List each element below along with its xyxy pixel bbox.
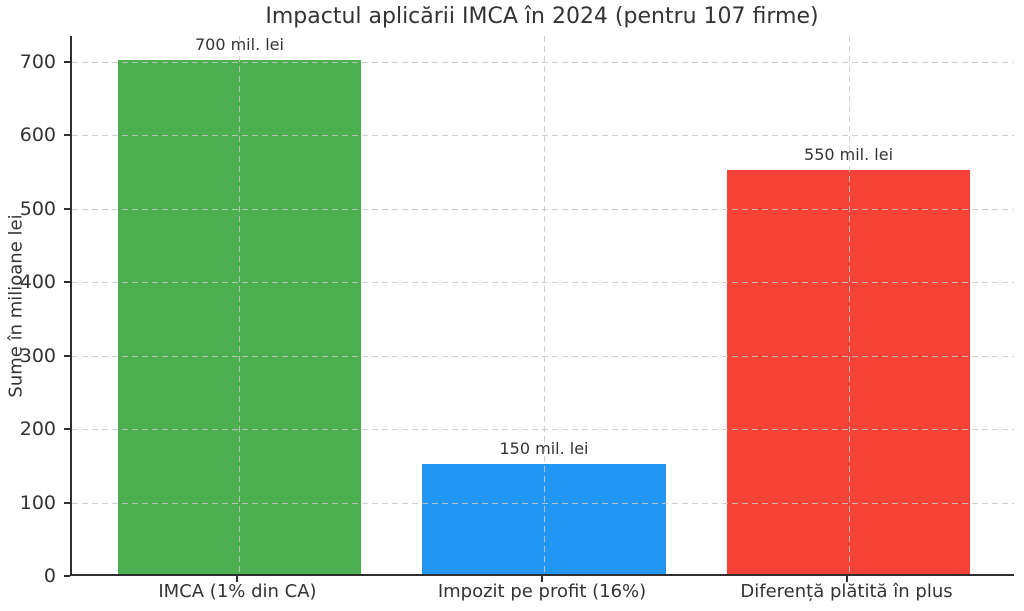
bar-1: [422, 463, 666, 574]
gridline-h-200: [72, 429, 1014, 431]
y-tick-mark-500: [64, 207, 70, 210]
y-tick-label-300: 300: [19, 344, 56, 367]
y-tick-mark-400: [64, 281, 70, 284]
x-tick-mark-0: [236, 576, 239, 582]
value-label-2: 550 mil. lei: [804, 144, 894, 164]
y-tick-label-500: 500: [19, 197, 56, 220]
y-tick-label-200: 200: [19, 418, 56, 441]
y-tick-label-700: 700: [19, 50, 56, 73]
gridline-v-2: [848, 36, 850, 574]
gridline-h-300: [72, 355, 1014, 357]
chart-title: Impactul aplicării IMCA în 2024 (pentru …: [265, 4, 819, 29]
y-tick-mark-700: [64, 60, 70, 63]
value-label-0: 700 mil. lei: [194, 34, 284, 54]
x-category-label-1: Impozit pe profit (16%): [437, 581, 647, 602]
x-category-label-2: Diferență plătită în plus: [740, 581, 953, 602]
gridline-h-400: [72, 282, 1014, 284]
bar-2: [726, 169, 971, 574]
gridline-h-500: [72, 208, 1014, 210]
y-tick-mark-300: [64, 354, 70, 357]
gridline-v-0: [239, 36, 241, 574]
y-tick-mark-200: [64, 428, 70, 431]
y-tick-label-100: 100: [19, 491, 56, 514]
gridline-h-100: [72, 502, 1014, 504]
x-tick-mark-2: [845, 576, 848, 582]
y-tick-label-0: 0: [43, 565, 56, 587]
plot-area: 700 mil. lei 150 mil. lei 550 mil. lei: [70, 34, 1014, 576]
x-tick-mark-1: [541, 576, 543, 582]
value-label-1: 150 mil. lei: [499, 438, 589, 458]
gridline-h-600: [72, 135, 1014, 137]
y-axis-label: Sume în milioane lei: [5, 214, 27, 398]
gridline-h-700: [72, 61, 1014, 63]
y-tick-label-400: 400: [19, 271, 56, 294]
y-tick-mark-600: [64, 134, 70, 137]
x-category-label-0: IMCA (1% din CA): [158, 581, 317, 602]
y-tick-label-600: 600: [19, 124, 56, 147]
y-tick-mark-0: [64, 575, 70, 577]
y-tick-mark-100: [64, 501, 70, 504]
gridline-v-1: [544, 36, 545, 574]
